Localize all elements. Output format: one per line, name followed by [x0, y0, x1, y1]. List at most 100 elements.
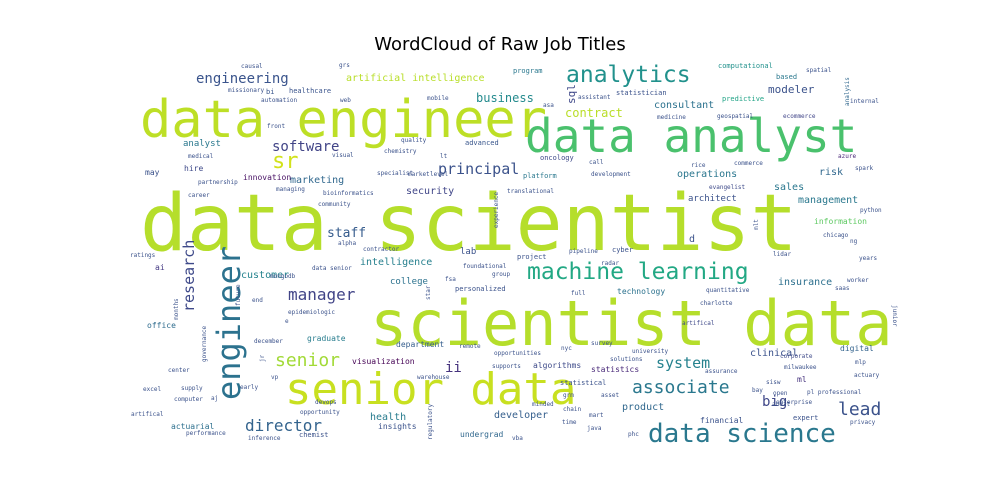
word-ecommerce: ecommerce [783, 113, 816, 120]
word-undergrad: undergrad [460, 430, 504, 439]
word-engineering: engineering [196, 71, 289, 87]
word-asset: asset [601, 392, 619, 399]
word-health: health [370, 412, 406, 423]
word-spark: spark [855, 165, 873, 172]
word-ratings: ratings [130, 252, 156, 259]
word-translational: translational [507, 188, 554, 195]
word-missionary: missionary [228, 87, 265, 94]
word-graduate: graduate [307, 334, 346, 343]
word-principal: principal [438, 160, 519, 178]
word-research: research [180, 240, 198, 312]
word-full: full [571, 290, 586, 297]
word-mlt: mlt [753, 219, 760, 230]
word-minded: minded [532, 401, 554, 408]
word-healthcare: healthcare [289, 87, 331, 95]
word-charlotte: charlotte [700, 300, 733, 307]
word-jr: jr [259, 354, 266, 362]
word-geospatial: geospatial [717, 113, 754, 120]
word-chicago: chicago [823, 232, 849, 239]
word-milwaukee: milwaukee [784, 364, 817, 371]
word-technology: technology [617, 287, 665, 296]
word-customer: customer [241, 270, 289, 281]
word-mlp: mlp [855, 359, 866, 366]
word-solutions: solutions [610, 356, 643, 363]
word-future: future [235, 284, 242, 306]
word-sr: sr [272, 149, 299, 174]
word-data-analyst: data analyst [525, 109, 857, 163]
word-operations: operations [677, 169, 737, 180]
word-corporate: corporate [780, 353, 813, 360]
word-lab: lab [460, 247, 476, 257]
word-program: program [513, 67, 543, 75]
word-supply: supply [181, 385, 203, 392]
word-artificial-intelligence: artificial intelligence [346, 73, 484, 84]
word-years: years [859, 255, 877, 262]
word-financial: financial [700, 416, 744, 425]
word-contractor: contractor [363, 246, 400, 253]
word-artifical: artifical [131, 411, 164, 418]
word-statistics: statistics [591, 365, 639, 374]
word-predictive: predictive [722, 95, 764, 103]
word-risk: risk [819, 167, 843, 178]
word-chemistry: chemistry [384, 148, 417, 155]
word-artifical: artifical [682, 320, 715, 327]
word-advanced: advanced [465, 139, 499, 147]
word-mongodb: mongodb [270, 273, 296, 280]
word-e: e [285, 318, 289, 325]
word-governance: governance [201, 325, 208, 362]
word-contract: contract [565, 106, 623, 120]
word-based: based [776, 73, 797, 81]
word-devops: devops [315, 399, 337, 406]
word-market: market [408, 171, 430, 178]
word-time: time [562, 419, 577, 426]
word-ml: ml [797, 375, 807, 384]
word-saas: saas [835, 285, 850, 292]
word-personalized: personalized [455, 285, 506, 293]
word-specialist: specialist [377, 170, 414, 177]
word-grm: grm [563, 392, 574, 399]
word-innovation: innovation [243, 173, 291, 182]
word-open: open [773, 390, 788, 397]
word-alpha: alpha [338, 240, 356, 247]
word-visualization: visualization [352, 357, 415, 366]
word-level: level [430, 171, 448, 178]
word-machine-learning: machine learning [527, 259, 749, 285]
word-business: business [476, 91, 534, 105]
word-spatial: spatial [806, 67, 832, 74]
word-vba: vba [512, 435, 523, 442]
word-sisw: sisw [766, 379, 781, 386]
word-ii: ii [445, 360, 462, 376]
word-data-engineer: data engineer [140, 90, 547, 150]
word-epidemiologic: epidemiologic [288, 309, 335, 316]
word-clinical: clinical [750, 348, 798, 359]
word-call: call [589, 159, 604, 166]
word-senior-data: senior data [285, 364, 576, 415]
word-staff: staff [327, 226, 366, 241]
word-engineer: engineer [210, 246, 248, 400]
word-supports: supports [492, 363, 521, 370]
word-may: may [145, 168, 160, 177]
word-development: development [591, 171, 631, 178]
word-rice: rice [691, 162, 706, 169]
word-survey: survey [591, 340, 613, 347]
word-regulatory: regulatory [427, 403, 434, 440]
word-architect: architect [688, 194, 737, 204]
word-end: end [252, 297, 263, 304]
word-early: early [240, 384, 258, 391]
word-azure: azure [838, 153, 856, 160]
word-information: information [814, 217, 867, 226]
word-opportunity: opportunity [300, 409, 340, 416]
word-enterprise: enterprise [776, 399, 813, 406]
word-pipeline: pipeline [569, 248, 598, 255]
word-medical: medical [188, 153, 214, 160]
word-mobile: mobile [427, 95, 449, 102]
word-data-senior: data senior [312, 265, 352, 272]
word-management: management [798, 195, 858, 206]
word-chemist: chemist [299, 431, 329, 439]
word-assurance: assurance [705, 368, 738, 375]
word-data-science: data science [648, 419, 836, 449]
word-statistical: statistical [560, 379, 606, 387]
word-medicine: medicine [657, 114, 686, 121]
word-aj: aj [211, 395, 218, 402]
